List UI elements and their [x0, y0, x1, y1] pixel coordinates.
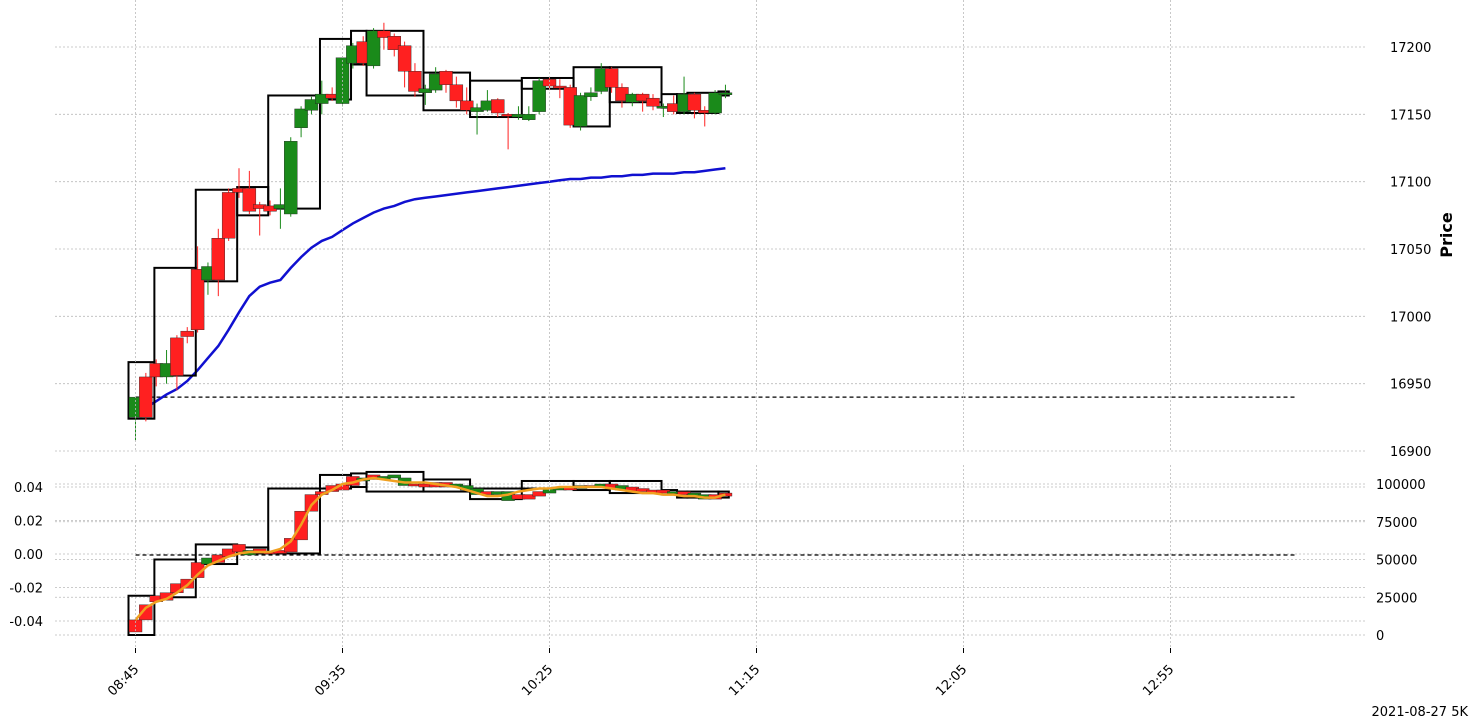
price-candle-body	[522, 114, 536, 120]
lower-left-tick: 0.04	[14, 481, 43, 496]
price-candle-body	[553, 85, 567, 89]
lower-right-tick: 0	[1376, 629, 1384, 644]
price-y-tick: 17200	[1390, 41, 1431, 56]
x-tick-label: 12:55	[1140, 662, 1177, 699]
price-candle-body	[304, 99, 319, 111]
lower-right-tick: 50000	[1376, 554, 1417, 569]
lower-candle-body	[718, 492, 733, 497]
lower-right-tick: 75000	[1376, 516, 1417, 531]
lower-candles	[128, 474, 733, 633]
price-candle-body	[708, 92, 722, 114]
price-range-box	[194, 188, 239, 283]
price-candle-body	[418, 88, 432, 93]
price-candle-body	[170, 337, 184, 376]
price-candle-body	[646, 97, 660, 107]
lower-candle-body	[304, 494, 319, 512]
x-tick-label: 09:35	[312, 662, 349, 699]
lower-candle-body	[387, 474, 401, 479]
price-candle-body	[439, 71, 453, 85]
lower-smooth-line	[134, 476, 726, 621]
price-range-box	[318, 37, 353, 101]
lower-right-tick: 25000	[1376, 591, 1417, 606]
lower-candle-body	[159, 592, 174, 601]
price-candle-body	[687, 93, 702, 111]
price-candle-body	[190, 269, 205, 331]
price-candle-body	[397, 45, 412, 72]
lower-right-tick: 100000	[1376, 478, 1426, 493]
price-candle-body	[242, 188, 257, 212]
price-range-box	[127, 361, 156, 420]
price-candle-body	[377, 30, 391, 38]
price-candle-body	[460, 100, 474, 111]
lower-candle-body	[139, 604, 153, 621]
lower-right-tick-labels: 0 25000 50000 75000 100000	[1376, 478, 1426, 644]
price-candle-body	[635, 93, 650, 102]
price-candle-body	[573, 95, 588, 127]
price-candle-body	[294, 108, 308, 128]
price-y-tick-labels: 16900 16950 17000 17050 17100 17150 17200	[1390, 41, 1431, 460]
price-candle-body	[532, 80, 546, 112]
lower-left-tick: 0.02	[14, 515, 43, 530]
price-y-tick: 17150	[1390, 108, 1431, 123]
price-candle-body	[211, 238, 226, 281]
price-candle-body	[584, 92, 598, 98]
price-candle-body	[139, 376, 153, 418]
price-candle-body	[284, 141, 298, 215]
lower-candle-body	[522, 494, 536, 500]
lower-left-tick: 0.00	[14, 548, 43, 563]
lower-range-box	[469, 487, 523, 501]
x-tick-label: 10:25	[519, 662, 556, 699]
x-tick-labels: 08:45 09:35 10:25 11:15 12:05 12:55	[105, 648, 1177, 699]
x-grid-lines	[135, 0, 1171, 648]
lower-range-box	[153, 558, 197, 599]
lower-range-box	[127, 594, 156, 636]
lower-left-tick-labels: -0.04 -0.02 0.00 0.02 0.04	[9, 481, 43, 630]
price-candle-body	[315, 93, 329, 104]
x-tick-label: 12:05	[933, 662, 970, 699]
lower-smoothed-line	[134, 476, 726, 621]
price-axis-label: Price	[1437, 212, 1456, 258]
price-candle-body	[221, 192, 236, 239]
price-y-tick: 16950	[1390, 378, 1431, 393]
lower-panel-grid	[55, 483, 1365, 636]
price-moving-average	[134, 166, 726, 416]
lower-candle-body	[232, 544, 246, 553]
price-candle-body	[449, 84, 464, 102]
footer-date-label: 2021-08-27 5K	[1372, 705, 1469, 720]
price-candle-body	[542, 79, 557, 87]
lower-left-tick: -0.02	[9, 582, 43, 597]
price-ma-line	[134, 166, 726, 416]
price-y-tick: 17100	[1390, 176, 1431, 191]
price-candle-body	[180, 330, 194, 337]
x-tick-label: 08:45	[105, 662, 142, 699]
price-candles	[128, 22, 733, 441]
price-y-tick: 17000	[1390, 310, 1431, 325]
lower-range-boxes	[127, 470, 730, 636]
price-candle-body	[408, 71, 422, 92]
lower-left-tick: -0.04	[9, 615, 43, 630]
price-candle-body	[366, 30, 381, 67]
price-candle-body	[604, 68, 619, 88]
price-candle-body	[491, 99, 505, 114]
price-candle-body	[718, 92, 733, 95]
lower-candle-body	[532, 491, 546, 497]
x-tick-label: 11:15	[726, 662, 763, 699]
price-y-tick: 16900	[1390, 445, 1431, 460]
price-range-box	[469, 79, 523, 119]
lower-range-box	[267, 487, 321, 555]
price-y-tick: 17050	[1390, 243, 1431, 258]
price-candle-body	[387, 36, 401, 50]
